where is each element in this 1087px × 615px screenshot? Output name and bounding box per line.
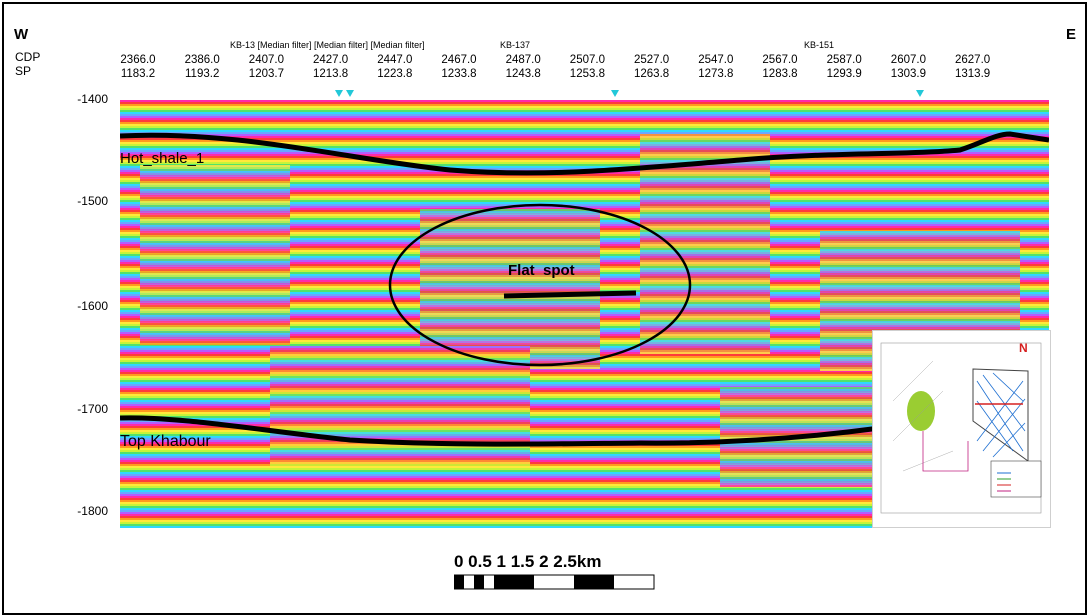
north-arrow-label: N [1019, 341, 1028, 355]
flat-spot-label: Flat spot [508, 262, 575, 279]
cdp-value: 2607.0 [890, 54, 926, 66]
cdp-value: 2627.0 [955, 54, 991, 66]
cdp-header: CDP [15, 50, 41, 64]
sp-value: 1293.9 [826, 68, 862, 80]
sp-value: 1193.2 [185, 68, 220, 80]
flat-spot-ellipse [388, 203, 692, 367]
location-map [873, 331, 1050, 527]
horizon-label-top-khabour: Top Khabour [120, 433, 211, 450]
cdp-value: 2447.0 [377, 54, 413, 66]
well-label-kb13: KB-13 [Median filter] [Median filter] [M… [230, 40, 425, 50]
location-map-inset: N [872, 330, 1051, 528]
sp-header: SP [15, 64, 32, 78]
cdp-value: 2467.0 [441, 54, 477, 66]
depth-tick-label: -1400 [77, 92, 108, 106]
scale-bar [454, 574, 655, 590]
cdp-value: 2527.0 [634, 54, 670, 66]
sp-value: 1273.8 [698, 68, 734, 80]
sp-value: 1223.8 [377, 68, 413, 80]
depth-tick-label: -1700 [77, 402, 108, 416]
sp-value: 1243.8 [505, 68, 541, 80]
flat-spot-line [503, 290, 637, 299]
horizon-top-khabour [120, 413, 1049, 447]
depth-tick-label: -1800 [77, 504, 108, 518]
sp-value: 1213.8 [313, 68, 349, 80]
seismic-overlay [120, 100, 1049, 528]
cdp-value: 2366.0 [120, 54, 156, 66]
cdp-value: 2547.0 [698, 54, 734, 66]
depth-tick-label: -1500 [77, 194, 108, 208]
cdp-value: 2386.0 [184, 54, 220, 66]
well-marker [346, 90, 354, 97]
cdp-value: 2587.0 [826, 54, 862, 66]
well-label-kb151: KB-151 [804, 40, 835, 50]
sp-value: 1283.8 [762, 68, 798, 80]
horizon-hot-shale [120, 131, 1049, 176]
west-label: W [14, 26, 29, 43]
cdp-value: 2427.0 [313, 54, 349, 66]
well-marker [335, 90, 343, 97]
well-label-kb137: KB-137 [500, 40, 531, 50]
sp-value: 1313.9 [955, 68, 991, 80]
sp-value: 1263.8 [634, 68, 670, 80]
sp-value: 1253.8 [569, 68, 605, 80]
east-label: E [1066, 26, 1077, 43]
scale-bar-label: 0 0.5 1 1.5 2 2.5km [454, 552, 602, 571]
cdp-value: 2567.0 [762, 54, 798, 66]
well-markers [335, 90, 924, 97]
seismic-section: Hot_shale_1 Top Khabour Flat spot [120, 100, 1049, 528]
cdp-value: 2507.0 [569, 54, 605, 66]
horizon-label-hot-shale: Hot_shale_1 [120, 150, 205, 167]
sp-value: 1233.8 [441, 68, 477, 80]
sp-value: 1183.2 [120, 68, 156, 80]
well-marker [611, 90, 619, 97]
sp-value: 1303.9 [890, 68, 926, 80]
well-marker [916, 90, 924, 97]
sp-value: 1203.7 [248, 68, 284, 80]
cdp-value: 2407.0 [248, 54, 284, 66]
cdp-value: 2487.0 [505, 54, 541, 66]
depth-tick-label: -1600 [77, 299, 108, 313]
